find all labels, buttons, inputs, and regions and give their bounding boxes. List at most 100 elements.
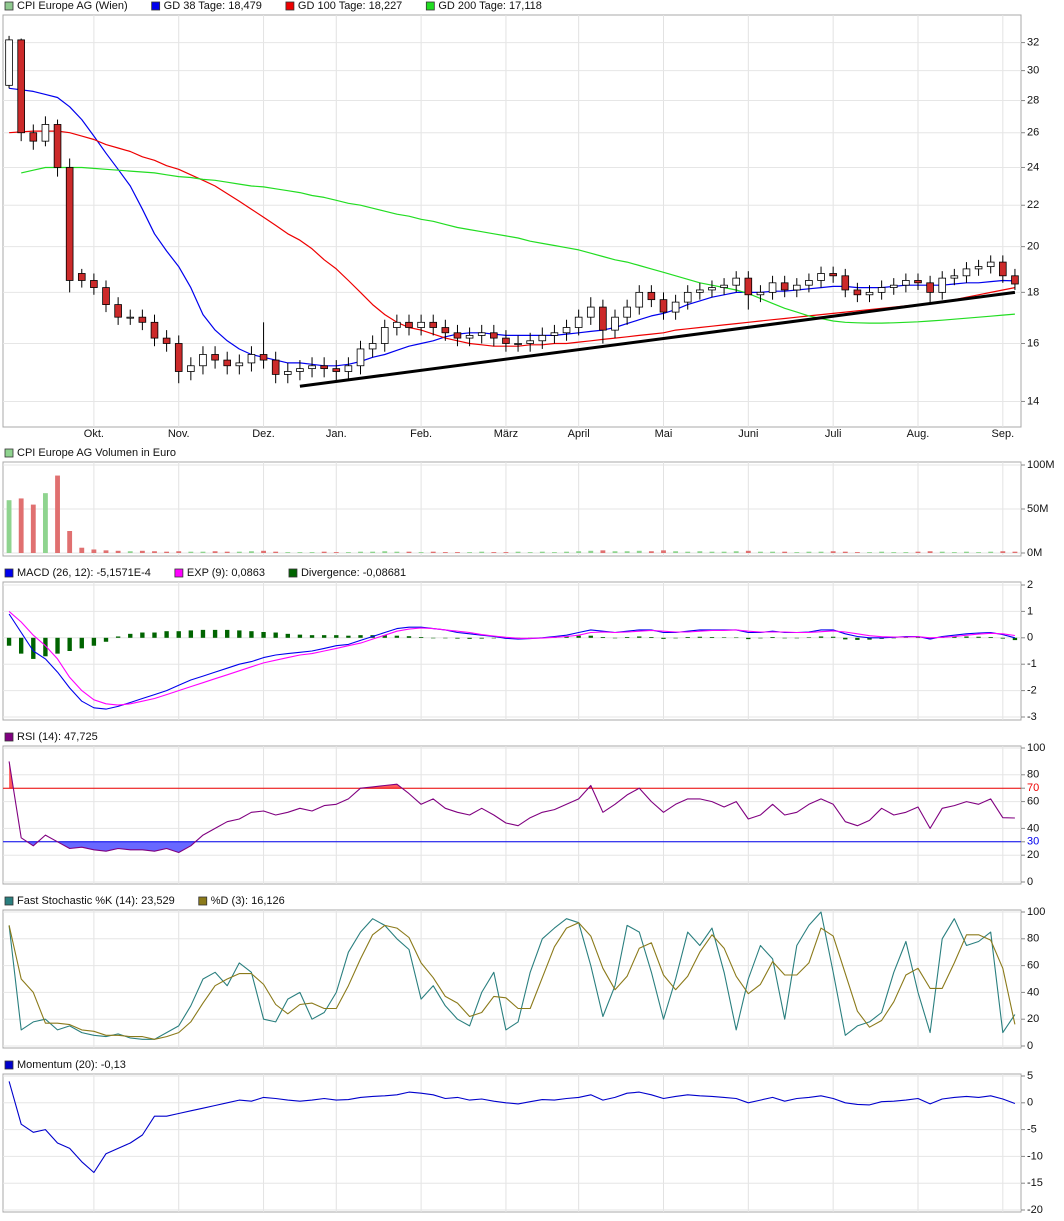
volume-bar — [733, 551, 739, 553]
volume-bar — [285, 552, 291, 553]
candle-body — [538, 335, 547, 342]
divergence-bar — [1000, 637, 1006, 639]
divergence-bar — [418, 637, 424, 638]
volume-bar — [867, 552, 872, 553]
volume-bar — [370, 551, 376, 553]
volume-bar — [418, 552, 424, 553]
divergence-bar — [1012, 637, 1018, 641]
divergence-bar — [358, 635, 363, 638]
candle-body — [502, 337, 510, 344]
candle-body — [296, 368, 304, 372]
candle-body — [768, 282, 777, 293]
volume-bar — [745, 550, 751, 553]
volume-bar — [600, 550, 606, 553]
divergence-bar — [624, 637, 630, 638]
y-tick-label: 60 — [1027, 960, 1039, 972]
volume-bar — [42, 493, 48, 553]
legend-label: %D (3): 16,126 — [211, 895, 285, 907]
candle-body — [962, 268, 971, 277]
y-tick-label: 100M — [1027, 459, 1055, 471]
candle-body — [102, 287, 110, 305]
candle-body — [320, 365, 328, 370]
candle-body — [465, 335, 474, 339]
volume-bar — [576, 551, 582, 553]
candle-body — [17, 39, 25, 134]
divergence-bar — [309, 635, 315, 638]
divergence-bar — [455, 637, 460, 639]
candle-body — [271, 359, 280, 375]
divergence-bar — [915, 637, 921, 639]
candle-body — [780, 282, 789, 291]
x-tick-label: März — [494, 428, 518, 440]
candle-body — [211, 354, 219, 361]
divergence-bar — [6, 637, 12, 646]
y-tick-label: 20 — [1027, 1013, 1039, 1025]
volume-bar — [394, 551, 400, 553]
legend-swatch — [4, 896, 14, 906]
candle-body — [902, 280, 910, 286]
candle-body — [817, 273, 825, 281]
volume-bar — [55, 475, 60, 553]
candle-body — [405, 321, 413, 328]
threshold-fill — [9, 841, 1015, 853]
y-tick-label: 26 — [1027, 127, 1039, 139]
indicator-line — [8, 911, 1016, 1040]
volume-bar — [685, 551, 691, 553]
volume-bar — [915, 551, 921, 553]
divergence-bar — [431, 637, 436, 639]
x-tick-label: Nov. — [168, 428, 190, 440]
panel-frame — [2, 909, 1022, 1049]
divergence-bar — [855, 637, 860, 640]
trendline — [299, 290, 1016, 388]
volume-bar — [782, 551, 788, 553]
legend-label: RSI (14): 47,725 — [17, 731, 98, 743]
legend-label: Fast Stochastic %K (14): 23,529 — [17, 895, 175, 907]
y-tick-label: 0M — [1027, 547, 1042, 559]
legend-label: GD 200 Tage: 17,118 — [438, 0, 542, 12]
divergence-bar — [115, 636, 121, 638]
divergence-bar — [891, 637, 896, 639]
legend-swatch — [4, 448, 14, 458]
candle-body — [1011, 275, 1019, 285]
volume-bar — [1012, 551, 1018, 553]
volume-bar — [152, 551, 157, 553]
divergence-bar — [818, 636, 824, 638]
divergence-bar — [140, 632, 145, 638]
candle-body — [683, 291, 692, 303]
divergence-bar — [79, 637, 84, 649]
volume-bar — [382, 551, 388, 553]
candle-body — [708, 287, 716, 291]
legend-swatch — [4, 568, 14, 578]
volume-bar — [648, 551, 654, 553]
candle-body — [344, 365, 353, 372]
divergence-bar — [964, 636, 969, 638]
candle-body — [490, 332, 498, 339]
divergence-bar — [382, 635, 387, 638]
x-tick-label: April — [568, 428, 590, 440]
candle-body — [574, 316, 583, 328]
y-tick-label: 20 — [1027, 849, 1039, 861]
legend-swatch — [174, 568, 184, 578]
divergence-bar — [406, 636, 412, 638]
y-tick-label: 0 — [1027, 876, 1033, 888]
divergence-bar — [394, 635, 400, 638]
divergence-bar — [782, 637, 787, 639]
divergence-bar — [830, 636, 836, 638]
divergence-bar — [188, 630, 194, 638]
divergence-bar — [661, 637, 666, 639]
candle-body — [393, 321, 401, 328]
volume-bar — [673, 551, 679, 553]
volume-bar — [842, 551, 848, 553]
volume-bar — [442, 552, 448, 553]
candle-body — [635, 291, 644, 308]
divergence-bar — [649, 637, 654, 638]
moving-average-line — [9, 130, 1016, 347]
volume-bar — [624, 551, 630, 553]
divergence-bar — [758, 637, 763, 639]
candle-body — [926, 282, 934, 293]
indicator-line — [8, 613, 1016, 710]
volume-bar — [249, 551, 254, 553]
volume-bar — [164, 551, 170, 553]
divergence-bar — [600, 637, 606, 638]
